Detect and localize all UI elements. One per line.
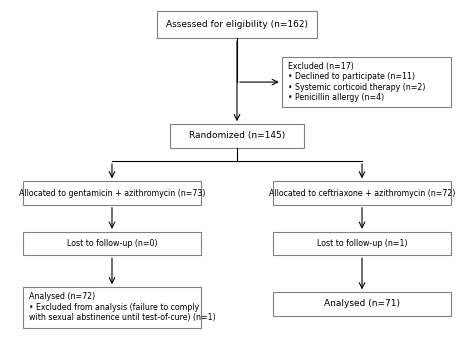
Text: Analysed (n=71): Analysed (n=71) — [324, 299, 400, 308]
Text: Excluded (n=17)
• Declined to participate (n=11)
• Systemic corticoid therapy (n: Excluded (n=17) • Declined to participat… — [288, 62, 426, 102]
FancyBboxPatch shape — [273, 232, 451, 255]
Text: Analysed (n=72)
• Excluded from analysis (failure to comply
with sexual abstinen: Analysed (n=72) • Excluded from analysis… — [29, 293, 216, 322]
Text: Lost to follow-up (n=1): Lost to follow-up (n=1) — [317, 239, 407, 248]
FancyBboxPatch shape — [282, 57, 451, 107]
FancyBboxPatch shape — [170, 124, 304, 148]
FancyBboxPatch shape — [273, 181, 451, 205]
Text: Lost to follow-up (n=0): Lost to follow-up (n=0) — [67, 239, 157, 248]
Text: Allocated to gentamicin + azithromycin (n=73): Allocated to gentamicin + azithromycin (… — [19, 188, 205, 198]
FancyBboxPatch shape — [23, 181, 201, 205]
Text: Assessed for eligibility (n=162): Assessed for eligibility (n=162) — [166, 20, 308, 29]
FancyBboxPatch shape — [156, 12, 318, 38]
FancyBboxPatch shape — [23, 232, 201, 255]
Text: Allocated to ceftriaxone + azithromycin (n=72): Allocated to ceftriaxone + azithromycin … — [269, 188, 455, 198]
FancyBboxPatch shape — [273, 292, 451, 316]
Text: Randomized (n=145): Randomized (n=145) — [189, 132, 285, 140]
FancyBboxPatch shape — [23, 287, 201, 327]
